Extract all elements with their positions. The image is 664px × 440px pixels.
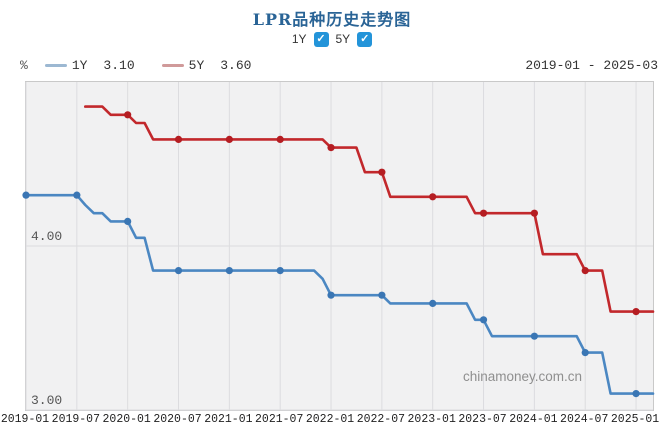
y-axis-tick-4: 4.00 — [31, 229, 63, 244]
x-axis-labels: 2019-01 2019-07 2020-01 2020-07 2021-01 2021-… — [0, 413, 664, 427]
legend-value-5y: 3.60 — [220, 57, 252, 73]
x-axis-tick-label: 2020-07 — [153, 413, 202, 426]
toggle-5y-label: 5Y — [335, 32, 351, 46]
x-axis-tick-label: 2023-07 — [458, 413, 507, 426]
x-axis-tick-label: 2022-07 — [356, 413, 406, 426]
legend-swatch-1y — [44, 63, 67, 67]
legend-value-1y: 3.10 — [103, 57, 135, 73]
x-axis-tick-label: 2021-07 — [255, 413, 304, 426]
date-range-label: 2019-01 - 2025-03 — [525, 58, 658, 73]
x-axis-tick-label: 2025-01 — [610, 413, 660, 426]
toggle-5y-checkbox[interactable]: ✓ — [357, 31, 373, 47]
x-axis-tick-label: 2023-01 — [407, 413, 456, 426]
x-axis-tick-label: 2021-01 — [204, 413, 253, 426]
watermark-text: chinamoney.com.cn — [463, 369, 583, 384]
toggle-1y-checkbox[interactable]: ✓ — [313, 31, 329, 47]
legend-label-5y: 5Y — [188, 57, 205, 73]
lpr-line-chart — [22, 82, 655, 411]
y-axis-tick-3: 3.00 — [31, 393, 63, 408]
y-axis-unit-label: % — [20, 57, 28, 73]
x-axis-tick-label: 2024-07 — [560, 413, 609, 426]
x-axis-tick-label: 2019-07 — [51, 413, 100, 426]
x-axis-tick-label: 2019-01 — [0, 413, 50, 426]
x-axis-tick-label: 2022-01 — [305, 413, 355, 426]
series-toggles: 1Y ✓ 5Y ✓ — [0, 30, 664, 48]
legend-swatch-5y — [161, 63, 184, 67]
page-title: LPR品种历史走势图 — [252, 10, 412, 29]
toggle-1y-label: 1Y — [291, 32, 307, 46]
legend: % 1Y 3.10 5Y 3.60 — [20, 57, 251, 73]
chart-plot-area[interactable]: 4.00 3.00 — [22, 81, 655, 411]
legend-label-1y: 1Y — [71, 57, 88, 73]
x-axis-tick-label: 2024-01 — [509, 413, 558, 426]
x-axis-tick-label: 2020-01 — [102, 413, 151, 426]
